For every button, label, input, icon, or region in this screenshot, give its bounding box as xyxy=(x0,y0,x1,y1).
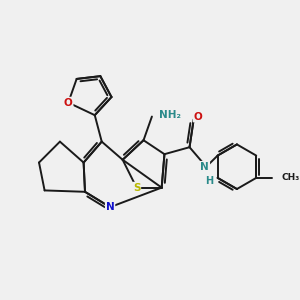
Text: O: O xyxy=(64,98,73,108)
Text: H: H xyxy=(205,176,213,186)
Text: N: N xyxy=(200,162,209,172)
Text: S: S xyxy=(133,183,140,193)
Text: N: N xyxy=(106,202,115,212)
Text: NH₂: NH₂ xyxy=(159,110,181,120)
Text: CH₃: CH₃ xyxy=(281,173,300,182)
Text: O: O xyxy=(194,112,202,122)
